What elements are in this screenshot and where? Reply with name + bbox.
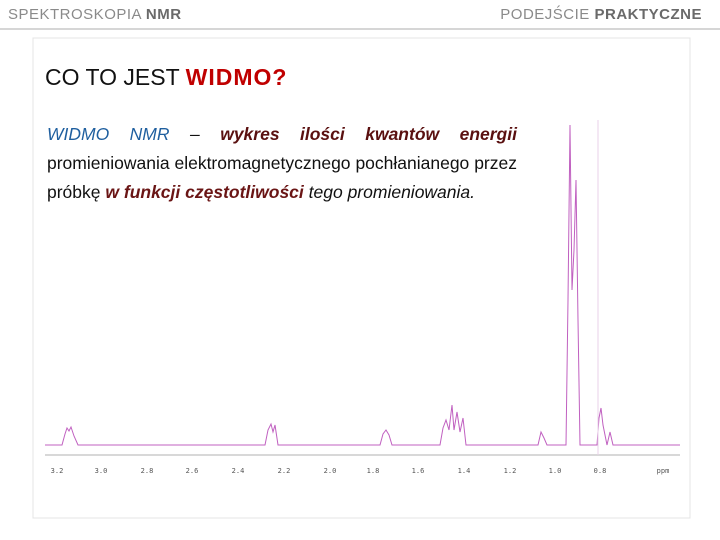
header-bold: PRAKTYCZNE [594, 6, 702, 23]
emphasis: w funkcji częstotliwości [105, 182, 304, 202]
emphasis: wykres ilości kwantów energii [220, 124, 517, 144]
header-right: PODEJŚCIE PRAKTYCZNE [500, 6, 702, 23]
header-left: SPEKTROSKOPIA NMR [8, 6, 182, 23]
header-text: SPEKTROSKOPIA [8, 6, 142, 23]
title-highlight: WIDMO? [185, 64, 288, 90]
axis-label: 1.6 [412, 467, 425, 475]
term: WIDMO NMR [47, 124, 170, 144]
axis-label: 3.2 [51, 467, 64, 475]
header-text: PODEJŚCIE [500, 6, 590, 23]
title-text: CO TO JEST [45, 64, 180, 90]
header-bold: NMR [145, 6, 182, 23]
definition-text: promieniowania elektromagnetycznego poch… [47, 153, 517, 202]
axis-label: 1.2 [504, 467, 517, 475]
axis-label: 2.8 [141, 467, 154, 475]
dash: – [190, 124, 200, 144]
definition-end: tego promieniowania. [308, 182, 476, 202]
axis-label: 3.0 [95, 467, 108, 475]
axis-label: 2.6 [186, 467, 199, 475]
axis-label: ppm [657, 467, 670, 475]
axis-label: 1.0 [549, 467, 562, 475]
slide-title: CO TO JEST WIDMO? [45, 64, 287, 91]
axis-label: 2.2 [278, 467, 291, 475]
axis-label: 2.0 [324, 467, 337, 475]
axis-label: 1.4 [458, 467, 471, 475]
spectrum-trace [45, 124, 680, 446]
axis-label: 0.8 [594, 467, 607, 475]
axis-label: 1.8 [367, 467, 380, 475]
definition: WIDMO NMR – wykres ilości kwantów energi… [47, 120, 517, 207]
axis-label: 2.4 [232, 467, 245, 475]
frame [32, 37, 691, 519]
